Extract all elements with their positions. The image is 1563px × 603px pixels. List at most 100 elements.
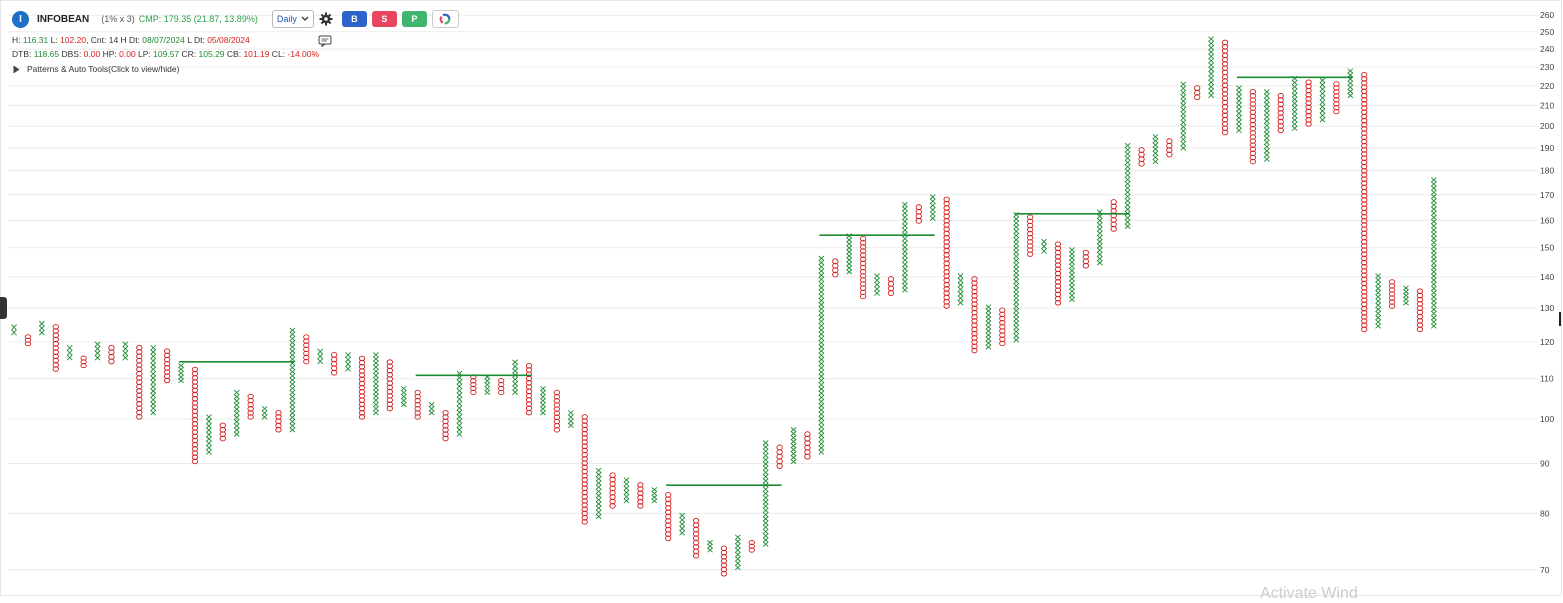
x-box	[595, 488, 602, 494]
x-box	[595, 497, 602, 503]
x-box	[205, 418, 212, 425]
x-box	[373, 410, 379, 416]
x-box	[1180, 140, 1187, 147]
x-box	[289, 331, 296, 337]
color-wheel-button[interactable]	[431, 10, 459, 28]
x-box	[1430, 302, 1437, 308]
o-box	[414, 414, 421, 420]
y-tick-label: 190	[1540, 143, 1554, 153]
x-box	[651, 498, 658, 504]
y-tick-label: 200	[1540, 121, 1554, 131]
x-box	[1069, 251, 1075, 257]
x-box	[623, 477, 630, 483]
x-box	[289, 398, 296, 404]
x-box	[957, 295, 964, 302]
x-box	[540, 402, 546, 408]
x-box	[985, 312, 992, 318]
x-box	[122, 341, 129, 348]
x-box	[762, 452, 769, 459]
x-box	[651, 487, 658, 493]
o-column	[1138, 147, 1145, 167]
p-button[interactable]: P	[401, 11, 427, 27]
x-box	[1430, 223, 1437, 229]
x-box	[818, 302, 825, 308]
left-panel-handle[interactable]	[0, 297, 7, 319]
x-box	[400, 393, 407, 400]
right-panel-handle[interactable]	[1559, 312, 1561, 326]
x-box	[1263, 89, 1270, 95]
x-box	[1208, 53, 1215, 60]
o-column	[24, 334, 32, 347]
buy-button[interactable]: B	[341, 11, 367, 27]
x-box	[1375, 281, 1382, 287]
x-column	[1180, 81, 1187, 151]
x-box	[818, 436, 825, 443]
x-box	[373, 397, 379, 403]
x-box	[1124, 198, 1131, 204]
x-column	[428, 401, 435, 416]
x-box	[846, 237, 853, 243]
x-box	[734, 564, 741, 571]
x-box	[1375, 298, 1382, 304]
x-box	[901, 257, 908, 263]
x-box	[1236, 127, 1242, 134]
x-column	[150, 344, 157, 416]
x-box	[373, 405, 379, 412]
x-box	[929, 194, 936, 200]
x-box	[1430, 193, 1437, 200]
x-box	[874, 273, 880, 279]
sell-button[interactable]: S	[371, 11, 397, 27]
x-column	[1013, 212, 1020, 343]
x-box	[1208, 49, 1215, 55]
y-tick-label: 160	[1540, 215, 1554, 225]
x-box	[1124, 215, 1131, 221]
x-box	[1347, 84, 1354, 90]
timeframe-select[interactable]: Daily	[271, 10, 314, 28]
gear-icon[interactable]	[318, 11, 334, 27]
patterns-toggle[interactable]: Patterns & Auto Tools(Click to view/hide…	[12, 64, 179, 74]
x-box	[1208, 79, 1215, 86]
x-box	[901, 218, 908, 225]
x-column	[345, 352, 351, 372]
x-box	[289, 327, 296, 333]
x-box	[1263, 139, 1270, 146]
x-box	[1013, 262, 1020, 268]
x-column	[1403, 285, 1409, 306]
o-box	[303, 358, 310, 365]
o-column	[331, 352, 338, 376]
x-box	[1013, 303, 1020, 310]
x-box	[373, 360, 379, 366]
x-box	[1180, 111, 1187, 117]
x-box	[679, 512, 686, 519]
o-box	[1082, 262, 1089, 269]
x-box	[567, 414, 574, 420]
x-box	[1430, 244, 1437, 250]
x-box	[1013, 333, 1020, 339]
x-box	[94, 345, 101, 352]
x-box	[818, 356, 825, 363]
dbs-value: 0.00	[83, 49, 101, 59]
x-box	[734, 556, 741, 562]
x-box	[679, 517, 686, 523]
o-column	[1027, 214, 1034, 257]
o-column	[1082, 249, 1089, 269]
x-box	[818, 382, 825, 388]
x-box	[818, 289, 825, 295]
comment-icon[interactable]	[318, 35, 332, 47]
x-box	[345, 361, 351, 368]
x-box	[1180, 132, 1187, 138]
x-box	[762, 465, 769, 471]
o-column	[1333, 81, 1340, 115]
x-box	[1013, 328, 1020, 335]
x-box	[1430, 319, 1437, 325]
x-box	[1069, 267, 1075, 274]
x-box	[150, 396, 157, 403]
x-box	[38, 320, 45, 327]
x-column	[790, 427, 797, 465]
x-column	[846, 233, 853, 275]
x-box	[456, 387, 463, 394]
x-box	[1291, 100, 1298, 106]
x-box	[901, 244, 908, 250]
x-box	[595, 476, 602, 482]
